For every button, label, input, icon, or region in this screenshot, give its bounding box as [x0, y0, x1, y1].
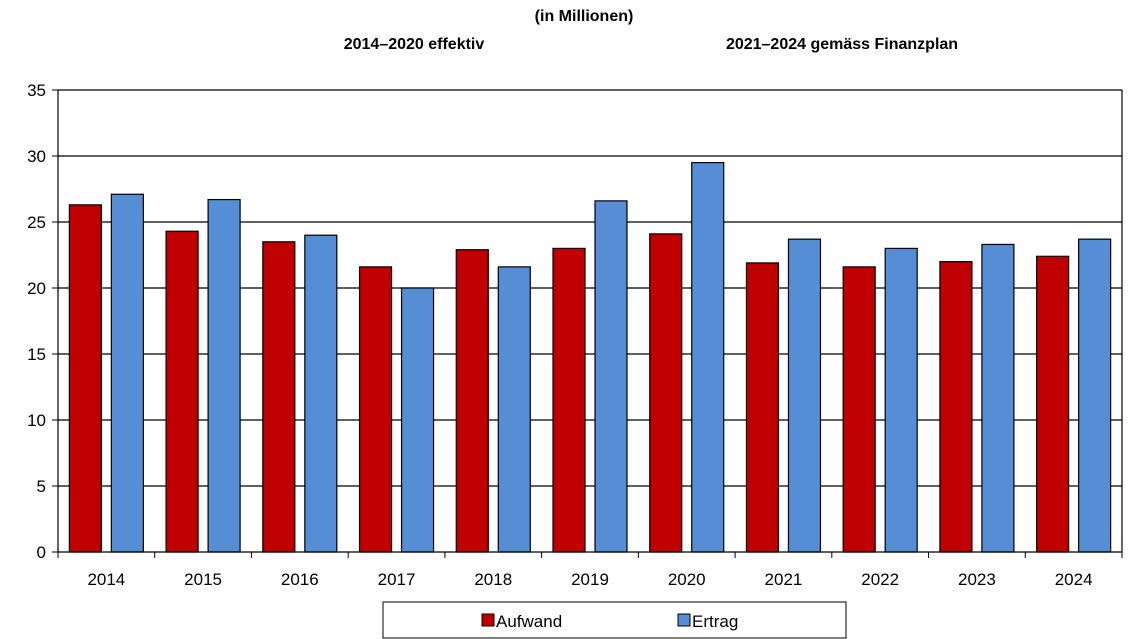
bars [68, 162, 1112, 553]
y-tick-label: 0 [37, 543, 46, 562]
y-tick-label: 25 [27, 213, 46, 232]
legend-box [382, 601, 847, 639]
x-tick-label: 2023 [958, 570, 996, 589]
bar-ertrag-2015 [207, 198, 241, 553]
x-axis: 2014 2015 2016 2017 2018 2019 2020 2021 2022 2023… [57, 551, 1123, 589]
left-period-caption: 2014–2020 effektiv [344, 36, 485, 53]
y-tick-label: 15 [27, 345, 46, 364]
y-tick-label: 20 [27, 279, 46, 298]
x-tick-label: 2020 [668, 570, 706, 589]
y-tick-label: 30 [27, 147, 46, 166]
bar-aufwand-2022 [842, 266, 876, 553]
bar-aufwand-2019 [552, 247, 586, 553]
y-tick-label: 10 [27, 411, 46, 430]
bar-aufwand-2024 [1036, 255, 1070, 553]
x-tick-label: 2019 [571, 570, 609, 589]
bar-ertrag-2019 [594, 200, 628, 553]
bar-ertrag-2024 [1078, 238, 1112, 553]
bar-ertrag-2020 [691, 162, 725, 553]
bar-ertrag-2017 [400, 287, 435, 553]
y-tick-label: 5 [37, 477, 46, 496]
bar-aufwand-2014 [68, 204, 102, 553]
legend-swatch-ertrag [677, 613, 691, 627]
x-tick-label: 2016 [281, 570, 319, 589]
bar-aufwand-2023 [939, 261, 973, 553]
x-tick-label: 2017 [378, 570, 416, 589]
legend-swatch-aufwand [481, 613, 495, 627]
unit-caption: (in Millionen) [535, 8, 634, 25]
bar-aufwand-2016 [262, 241, 296, 553]
bar-ertrag-2021 [787, 238, 822, 553]
bar-aufwand-2017 [358, 266, 393, 553]
bar-ertrag-2023 [981, 243, 1015, 553]
x-tick-label: 2021 [765, 570, 803, 589]
bar-aufwand-2015 [165, 230, 199, 553]
y-axis: 0 5 10 15 20 25 30 35 [27, 81, 1123, 562]
legend-label-aufwand: Aufwand [496, 612, 562, 631]
bar-aufwand-2021 [745, 262, 780, 553]
bar-ertrag-2016 [304, 234, 338, 553]
right-period-caption: 2021–2024 gemäss Finanzplan [726, 36, 958, 53]
legend: Aufwand Ertrag [382, 601, 847, 639]
legend-label-ertrag: Ertrag [692, 612, 738, 631]
y-tick-label: 35 [27, 81, 46, 100]
x-tick-label: 2015 [184, 570, 222, 589]
x-tick-label: 2024 [1055, 570, 1093, 589]
bar-ertrag-2022 [884, 247, 918, 553]
bar-aufwand-2018 [455, 249, 489, 553]
bar-aufwand-2020 [649, 233, 683, 553]
x-tick-label: 2014 [87, 570, 125, 589]
x-tick-label: 2022 [861, 570, 899, 589]
bar-ertrag-2018 [497, 266, 531, 553]
x-tick-label: 2018 [474, 570, 512, 589]
bar-ertrag-2014 [110, 193, 144, 553]
